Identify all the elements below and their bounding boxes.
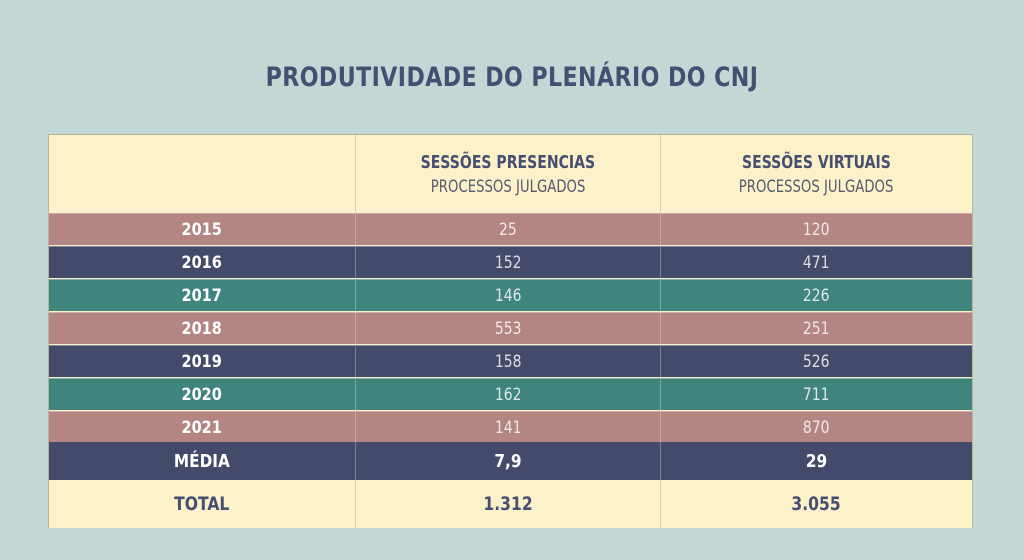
table-row: 2016 152 471 <box>49 246 972 278</box>
virtuais-value: 226 <box>803 285 830 306</box>
media-virtuais-value: 29 <box>805 450 828 472</box>
table-row: 2019 158 526 <box>49 345 972 377</box>
table-row: 2015 25 120 <box>49 213 972 245</box>
header-presenciais: SESSÕES PRESENCIAS PROCESSOS JULGADOS <box>356 135 661 213</box>
header-presenciais-title: SESSÕES PRESENCIAS <box>420 151 596 173</box>
table-header: SESSÕES PRESENCIAS PROCESSOS JULGADOS SE… <box>49 135 972 213</box>
media-row: MÉDIA 7,9 29 <box>49 442 972 480</box>
table-row: 2017 146 226 <box>49 279 972 311</box>
table-row: 2020 162 711 <box>49 378 972 410</box>
presenciais-value: 146 <box>494 285 522 306</box>
virtuais-value: 471 <box>803 252 830 273</box>
virtuais-value: 711 <box>803 384 830 405</box>
virtuais-value: 251 <box>803 318 830 339</box>
year-label: 2015 <box>181 219 223 240</box>
media-presenciais-value: 7,9 <box>494 450 522 472</box>
header-virtuais-subtitle: PROCESSOS JULGADOS <box>739 176 894 197</box>
header-empty-cell <box>49 135 356 213</box>
total-presenciais-value: 1.312 <box>483 493 533 515</box>
total-virtuais-value: 3.055 <box>791 493 842 515</box>
table-row: 2018 553 251 <box>49 312 972 344</box>
presenciais-value: 141 <box>494 417 522 438</box>
presenciais-value: 162 <box>494 384 522 405</box>
page-title: PRODUTIVIDADE DO PLENÁRIO DO CNJ <box>265 62 759 93</box>
presenciais-value: 25 <box>499 219 517 240</box>
virtuais-value: 526 <box>803 351 830 372</box>
virtuais-value: 870 <box>803 417 830 438</box>
year-label: 2016 <box>181 252 223 273</box>
header-virtuais: SESSÕES VIRTUAIS PROCESSOS JULGADOS <box>661 135 972 213</box>
total-label: TOTAL <box>174 493 230 515</box>
presenciais-value: 152 <box>494 252 522 273</box>
year-label: 2020 <box>181 384 223 405</box>
header-virtuais-title: SESSÕES VIRTUAIS <box>742 151 891 173</box>
table-row: 2021 141 870 <box>49 411 972 443</box>
presenciais-value: 553 <box>494 318 522 339</box>
year-label: 2018 <box>181 318 223 339</box>
total-row: TOTAL 1.312 3.055 <box>49 480 972 528</box>
media-label: MÉDIA <box>174 450 230 472</box>
presenciais-value: 158 <box>494 351 522 372</box>
year-label: 2021 <box>181 417 223 438</box>
productivity-table: SESSÕES PRESENCIAS PROCESSOS JULGADOS SE… <box>48 134 973 528</box>
virtuais-value: 120 <box>803 219 830 240</box>
header-presenciais-subtitle: PROCESSOS JULGADOS <box>430 176 586 197</box>
year-label: 2019 <box>181 351 223 372</box>
year-label: 2017 <box>181 285 223 306</box>
